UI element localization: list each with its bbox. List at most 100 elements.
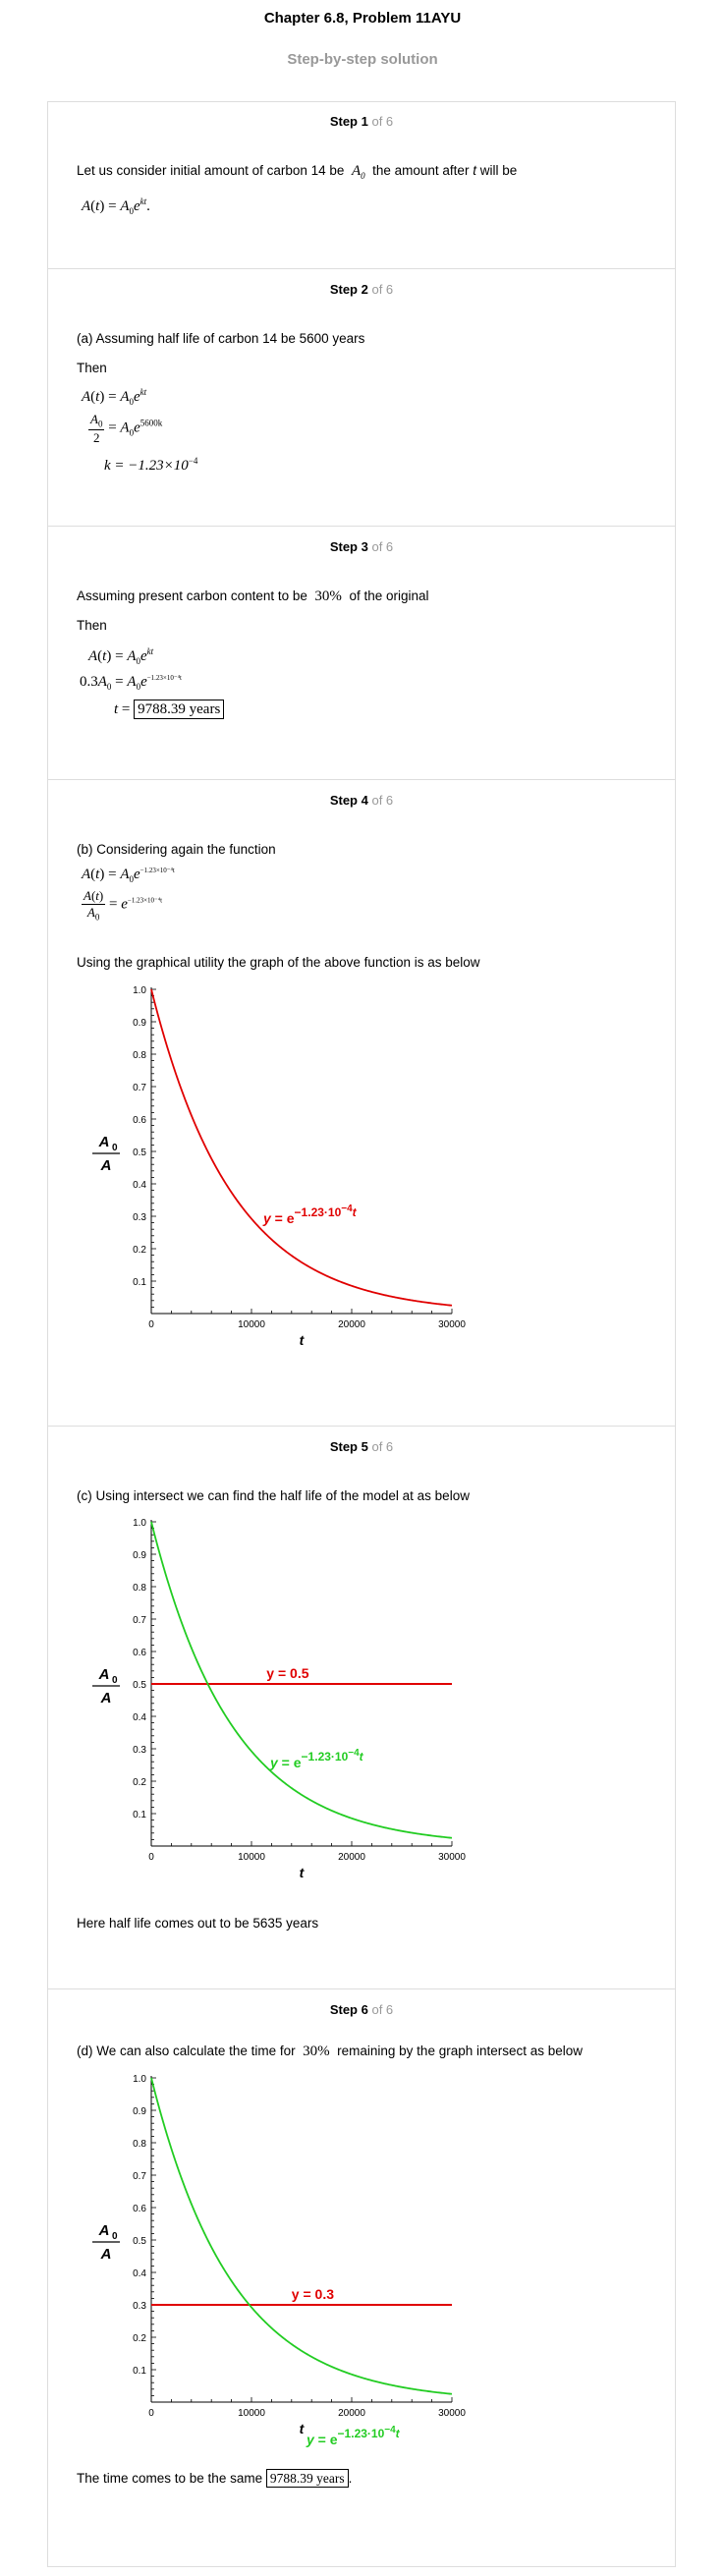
x-axis-label: t bbox=[300, 1332, 306, 1348]
y-tick-label: 0.2 bbox=[133, 1245, 146, 1256]
y-tick-label: 0.6 bbox=[133, 1648, 146, 1658]
step-text: (d) We can also calculate the time for 3… bbox=[77, 2044, 584, 2059]
series-label: y = e−1.23·10−4t bbox=[262, 1204, 358, 1226]
x-tick-label: 0 bbox=[148, 2408, 154, 2419]
formula: A0 2 = A0e5600k bbox=[88, 412, 163, 445]
step-text: The time comes to be the same 9788.39 ye… bbox=[77, 2469, 353, 2488]
y-tick-label: 0.8 bbox=[133, 1050, 146, 1061]
x-tick-label: 20000 bbox=[338, 1319, 365, 1330]
x-tick-label: 10000 bbox=[238, 1852, 265, 1863]
step-text: Then bbox=[77, 361, 107, 375]
x-tick-label: 30000 bbox=[438, 1319, 466, 1330]
y-tick-label: 0.4 bbox=[133, 2268, 146, 2279]
x-tick-label: 0 bbox=[148, 1319, 154, 1330]
y-tick-label: 0.3 bbox=[133, 1212, 146, 1223]
step-6: Step 6 of 6 (d) We can also calculate th… bbox=[47, 1988, 676, 2567]
series-line bbox=[150, 2077, 453, 2395]
step-5: Step 5 of 6 (c) Using intersect we can f… bbox=[47, 1426, 676, 1988]
series-line bbox=[150, 1521, 453, 1839]
y-axis-label-den: A bbox=[100, 1157, 112, 1174]
step-2: Step 2 of 6 (a) Assuming half life of ca… bbox=[47, 268, 676, 526]
y-axis-label-num: A bbox=[98, 2222, 110, 2239]
y-tick-label: 0.4 bbox=[133, 1180, 146, 1191]
y-tick-label: 0.7 bbox=[133, 1083, 146, 1093]
x-tick-label: 20000 bbox=[338, 2408, 365, 2419]
y-tick-label: 1.0 bbox=[133, 985, 146, 996]
y-tick-label: 0.8 bbox=[133, 2139, 146, 2150]
y-tick-label: 0.6 bbox=[133, 2204, 146, 2214]
x-tick-label: 0 bbox=[148, 1852, 154, 1863]
y-tick-label: 0.7 bbox=[133, 2171, 146, 2182]
y-tick-label: 0.6 bbox=[133, 1115, 146, 1126]
step-header: Step 2 of 6 bbox=[329, 282, 394, 297]
step-text: (b) Considering again the function bbox=[77, 842, 276, 857]
step-text: Here half life comes out to be 5635 year… bbox=[77, 1916, 319, 1931]
y-tick-label: 0.5 bbox=[133, 1148, 146, 1158]
y-tick-label: 0.1 bbox=[133, 2366, 146, 2377]
y-tick-label: 1.0 bbox=[133, 1518, 146, 1529]
y-tick-label: 0.2 bbox=[133, 1777, 146, 1788]
x-axis-label: t bbox=[300, 1865, 306, 1880]
formula: A(t) A0 = e−1.23×10⁻⁴t bbox=[82, 888, 163, 923]
y-tick-label: 0.4 bbox=[133, 1712, 146, 1723]
step-header: Step 6 of 6 bbox=[329, 2002, 394, 2017]
y-tick-label: 1.0 bbox=[133, 2074, 146, 2085]
formula: t = 9788.39 years bbox=[114, 700, 225, 719]
y-tick-label: 0.7 bbox=[133, 1615, 146, 1626]
y-tick-label: 0.2 bbox=[133, 2333, 146, 2344]
hline-label: y = 0.5 bbox=[266, 1665, 308, 1681]
y-tick-label: 0.3 bbox=[133, 2301, 146, 2312]
y-axis-label-den: A bbox=[100, 1690, 112, 1707]
step-text: Using the graphical utility the graph of… bbox=[77, 955, 480, 970]
formula: k = −1.23×10−4 bbox=[104, 456, 198, 474]
step-header: Step 3 of 6 bbox=[329, 539, 394, 554]
x-tick-label: 30000 bbox=[438, 2408, 466, 2419]
y-axis-label-num: A bbox=[98, 1134, 110, 1150]
solution-frame bbox=[47, 101, 676, 2567]
chart-half-life: 0.1 0.2 0.3 0.4 0.5 0.6 0.7 0.8 0.9 1.0 0 10000 2000… bbox=[92, 1518, 466, 1880]
y-tick-label: 0.9 bbox=[133, 2106, 146, 2117]
step-3: Step 3 of 6 Assuming present carbon cont… bbox=[47, 526, 676, 779]
step-text: Assuming present carbon content to be 30… bbox=[77, 588, 429, 604]
hline-label: y = 0.3 bbox=[292, 2286, 334, 2302]
x-tick-label: 10000 bbox=[238, 2408, 265, 2419]
y-tick-label: 0.8 bbox=[133, 1583, 146, 1594]
series-label: y = e−1.23·10−4t bbox=[306, 2425, 401, 2447]
step-text: (c) Using intersect we can find the half… bbox=[77, 1488, 470, 1503]
x-tick-label: 20000 bbox=[338, 1852, 365, 1863]
answer-box: 9788.39 years bbox=[134, 700, 225, 719]
step-text: Then bbox=[77, 618, 107, 633]
y-tick-label: 0.1 bbox=[133, 1277, 146, 1288]
step-text: (a) Assuming half life of carbon 14 be 5… bbox=[77, 331, 365, 346]
y-tick-label: 0.5 bbox=[133, 1680, 146, 1691]
formula: A(t) = A0ekt bbox=[88, 646, 154, 666]
y-axis-label-sub: 0 bbox=[112, 1143, 118, 1153]
step-text: Let us consider initial amount of carbon… bbox=[77, 163, 518, 181]
answer-box: 9788.39 years bbox=[265, 2469, 349, 2488]
chart-decay: 0.1 0.2 0.3 0.4 0.5 0.6 0.7 0.8 0.9 1.0 0 10000 2000… bbox=[92, 985, 466, 1348]
y-axis-label-sub: 0 bbox=[112, 1675, 118, 1686]
y-axis-label-sub: 0 bbox=[112, 2231, 118, 2242]
y-axis-label-num: A bbox=[98, 1666, 110, 1683]
step-header: Step 5 of 6 bbox=[329, 1439, 394, 1454]
y-axis-label-den: A bbox=[100, 2246, 112, 2263]
formula: A(t) = A0e−1.23×10⁻⁴t bbox=[82, 867, 175, 884]
step-4: Step 4 of 6 (b) Considering again the fu… bbox=[47, 779, 676, 1426]
x-axis-label: t bbox=[300, 2421, 306, 2436]
page-subtitle: Step-by-step solution bbox=[287, 51, 438, 68]
step-header: Step 4 of 6 bbox=[329, 793, 394, 808]
y-tick-label: 0.9 bbox=[133, 1550, 146, 1561]
formula: 0.3A0 = A0e−1.23×10⁻⁴t bbox=[80, 674, 182, 692]
y-tick-label: 0.5 bbox=[133, 2236, 146, 2247]
y-tick-label: 0.1 bbox=[133, 1810, 146, 1820]
y-tick-label: 0.9 bbox=[133, 1018, 146, 1029]
formula: A(t) = A0ekt bbox=[82, 387, 147, 407]
x-tick-label: 10000 bbox=[238, 1319, 265, 1330]
step-1: Step 1 of 6 Let us consider initial amou… bbox=[47, 101, 676, 268]
series-line bbox=[150, 988, 453, 1307]
x-tick-label: 30000 bbox=[438, 1852, 466, 1863]
step-header: Step 1 of 6 bbox=[329, 114, 394, 129]
y-tick-label: 0.3 bbox=[133, 1745, 146, 1756]
page-title: Chapter 6.8, Problem 11AYU bbox=[263, 10, 462, 27]
series-label: y = e−1.23·10−4t bbox=[269, 1748, 364, 1770]
